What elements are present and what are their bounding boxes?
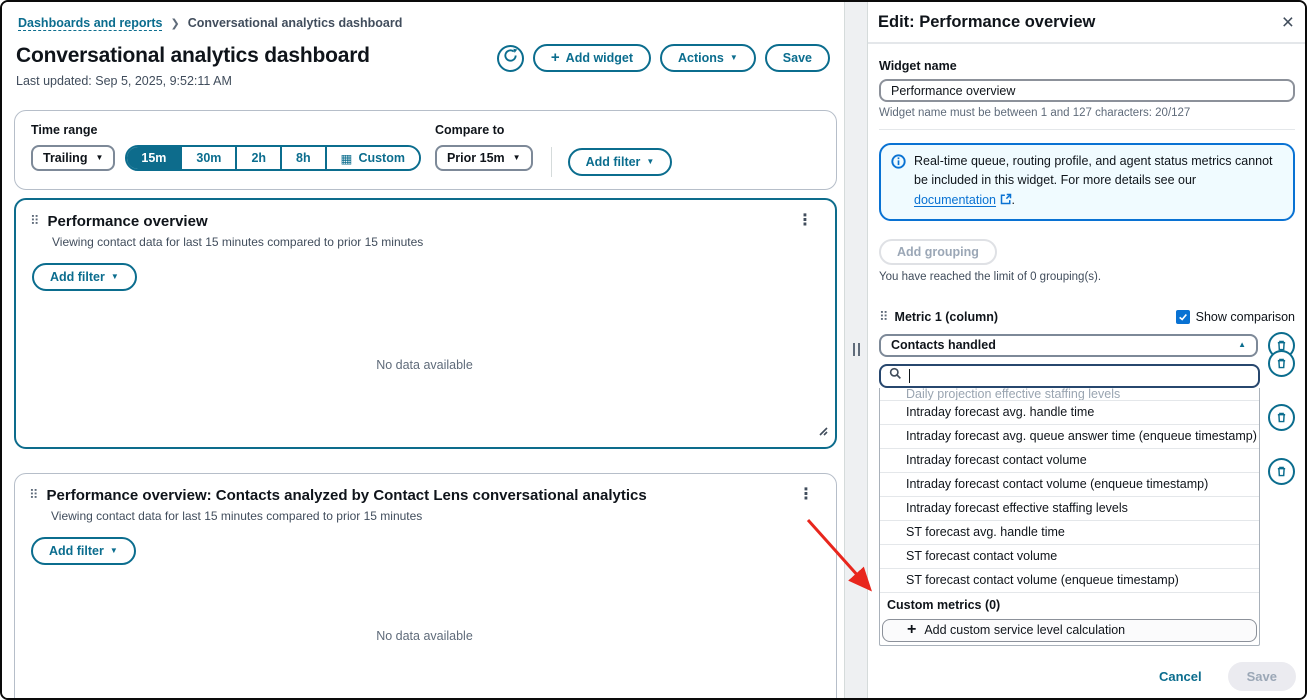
custom-metrics-group-header: Custom metrics (0) xyxy=(887,597,1001,612)
drag-handle-icon[interactable]: ⠿ xyxy=(30,213,40,228)
dropdown-option[interactable]: Intraday forecast contact volume xyxy=(880,449,1259,473)
panel-save-button[interactable]: Save xyxy=(1227,662,1296,691)
timebar-add-filter-button[interactable]: Add filter ▼ xyxy=(567,148,673,176)
caret-down-icon: ▼ xyxy=(512,153,521,162)
dropdown-option[interactable]: Intraday forecast effective staffing lev… xyxy=(880,497,1259,521)
panel-gutter xyxy=(844,2,868,698)
widget-name-constraint: Widget name must be between 1 and 127 ch… xyxy=(879,107,1191,119)
caret-down-icon: ▼ xyxy=(646,157,655,166)
caret-down-icon: ▼ xyxy=(110,272,119,281)
add-custom-service-level-button[interactable]: + Add custom service level calculation xyxy=(882,618,1257,642)
caret-up-icon: ▲ xyxy=(1238,340,1246,350)
delete-metric-button[interactable] xyxy=(1268,458,1295,485)
breadcrumb-current: Conversational analytics dashboard xyxy=(187,16,403,30)
breadcrumb-separator-icon: ❯ xyxy=(170,17,180,30)
dropdown-option[interactable]: Intraday forecast contact volume (enqueu… xyxy=(880,473,1259,497)
delete-metric-button[interactable] xyxy=(1268,404,1295,431)
documentation-link[interactable]: documentation xyxy=(914,192,997,207)
widget-title: Performance overview: Contacts analyzed … xyxy=(46,487,647,504)
dropdown-option[interactable]: Intraday forecast avg. queue answer time… xyxy=(880,425,1259,449)
caret-down-icon: ▼ xyxy=(95,153,104,162)
info-icon xyxy=(891,154,906,211)
widget1-add-filter-button[interactable]: Add filter ▼ xyxy=(32,263,137,291)
edit-panel: Edit: Performance overview × Widget name… xyxy=(868,2,1305,698)
page-title: Conversational analytics dashboard xyxy=(16,44,370,67)
grouping-limit-text: You have reached the limit of 0 grouping… xyxy=(879,271,1102,284)
widget2-add-filter-button[interactable]: Add filter ▼ xyxy=(31,537,136,565)
widget-subtitle: Viewing contact data for last 15 minutes… xyxy=(52,235,424,249)
delete-metric-button[interactable] xyxy=(1268,350,1295,377)
widget-performance-overview: ⠿ Performance overview ⋮ Viewing contact… xyxy=(14,198,837,449)
compare-to-select[interactable]: Prior 15m ▼ xyxy=(434,145,533,171)
external-link-icon xyxy=(1000,192,1012,211)
panel-title: Edit: Performance overview xyxy=(878,12,1096,31)
panel-resize-handle[interactable] xyxy=(853,343,860,356)
trailing-select[interactable]: Trailing ▼ xyxy=(31,145,116,171)
dropdown-option[interactable]: ST forecast contact volume xyxy=(880,545,1259,569)
show-comparison-checkbox[interactable] xyxy=(1175,309,1190,324)
widget-name-label: Widget name xyxy=(879,59,957,73)
divider xyxy=(879,129,1295,130)
dropdown-option[interactable]: Intraday forecast avg. handle time xyxy=(880,401,1259,425)
close-icon[interactable]: × xyxy=(1281,10,1294,34)
breadcrumb: Dashboards and reports ❯ Conversational … xyxy=(18,16,844,30)
drag-handle-icon[interactable]: ⠿ xyxy=(29,487,39,502)
dropdown-option[interactable]: ST forecast contact volume (enqueue time… xyxy=(880,569,1259,593)
compare-to-group: Compare to Prior 15m ▼ xyxy=(434,123,533,177)
add-grouping-button[interactable]: Add grouping xyxy=(879,239,997,266)
breadcrumb-dashboards-link[interactable]: Dashboards and reports xyxy=(18,16,163,30)
text-cursor xyxy=(909,368,910,383)
dropdown-option[interactable]: Daily projection effective staffing leve… xyxy=(880,388,1259,401)
time-range-segments: 15m 30m 2h 8h ▦ Custom xyxy=(125,145,421,171)
segment-2h[interactable]: 2h xyxy=(235,147,281,169)
resize-handle-icon[interactable] xyxy=(817,423,828,441)
metric-search-input[interactable] xyxy=(879,363,1260,388)
last-updated: Last updated: Sep 5, 2025, 9:52:11 AM xyxy=(16,74,232,88)
time-range-label: Time range xyxy=(31,123,98,137)
metric-drag-handle-icon[interactable]: ⠿ xyxy=(879,309,889,325)
time-range-group: Time range Trailing ▼ 15m 30m 2h 8h ▦ Cu… xyxy=(31,123,421,177)
metric-dropdown-list: Daily projection effective staffing leve… xyxy=(879,387,1260,646)
segment-8h[interactable]: 8h xyxy=(280,147,325,169)
caret-down-icon: ▼ xyxy=(109,546,118,555)
widget-contacts-analyzed: ⠿ Performance overview: Contacts analyze… xyxy=(14,473,837,698)
caret-down-icon: ▼ xyxy=(729,53,738,62)
no-data-message: No data available xyxy=(376,358,473,372)
search-icon xyxy=(889,367,902,385)
dropdown-option[interactable]: ST forecast avg. handle time xyxy=(880,521,1259,545)
time-range-card: Time range Trailing ▼ 15m 30m 2h 8h ▦ Cu… xyxy=(14,110,837,190)
compare-to-label: Compare to xyxy=(434,123,505,137)
no-data-message: No data available xyxy=(376,629,473,643)
show-comparison-label: Show comparison xyxy=(1195,309,1295,324)
widget-menu-icon[interactable]: ⋮ xyxy=(798,486,814,503)
widget-menu-icon[interactable]: ⋮ xyxy=(797,212,813,229)
info-alert-text: Real-time queue, routing profile, and ag… xyxy=(914,152,1281,211)
widget-subtitle: Viewing contact data for last 15 minutes… xyxy=(51,509,423,523)
segment-custom[interactable]: ▦ Custom xyxy=(324,147,419,169)
save-dashboard-button[interactable]: Save xyxy=(764,44,830,72)
cancel-button[interactable]: Cancel xyxy=(1158,669,1202,684)
refresh-button[interactable] xyxy=(496,44,524,72)
add-widget-button[interactable]: + Add widget xyxy=(532,44,652,72)
page-title-block: Conversational analytics dashboard Last … xyxy=(16,44,370,88)
metric-select[interactable]: Contacts handled ▲ xyxy=(879,333,1258,357)
metric-label: Metric 1 (column) xyxy=(894,309,999,324)
actions-button[interactable]: Actions ▼ xyxy=(660,44,756,72)
info-alert: Real-time queue, routing profile, and ag… xyxy=(879,143,1295,222)
divider xyxy=(550,147,552,177)
dashboard-area: Dashboards and reports ❯ Conversational … xyxy=(2,2,844,698)
widget-title: Performance overview xyxy=(47,213,208,230)
widget-name-input[interactable] xyxy=(879,79,1295,102)
segment-30m[interactable]: 30m xyxy=(180,147,236,169)
calendar-icon: ▦ xyxy=(340,151,353,166)
segment-15m[interactable]: 15m xyxy=(127,147,181,169)
refresh-icon xyxy=(503,48,518,68)
